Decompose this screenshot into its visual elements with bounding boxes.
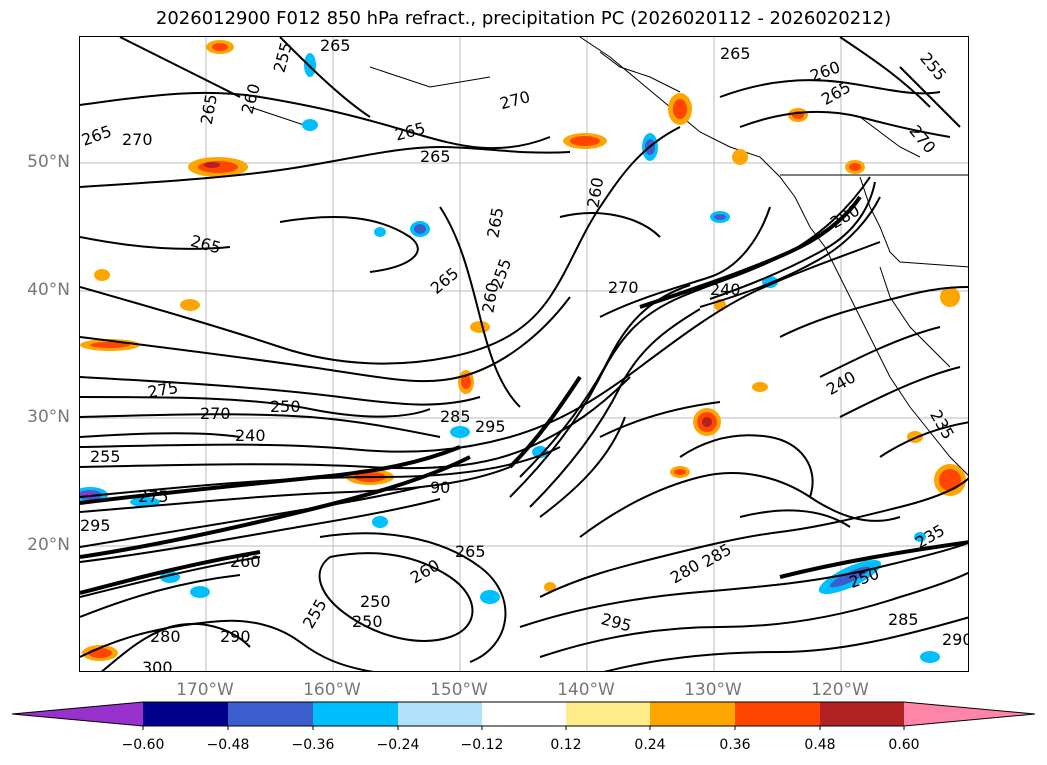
colorbar-tick-label: −0.60 [121,737,165,753]
colorbar-tick-label: −0.12 [460,737,504,753]
contour-label: 265 [320,37,351,55]
contour-label: 240 [235,426,266,445]
contour-label: 285 [440,407,471,426]
map-title: 2026012900 F012 850 hPa refract., precip… [155,8,892,29]
graticule [80,37,968,671]
colorbar-tick-label: 0.12 [550,737,582,753]
contour-label: 295 [80,516,111,535]
contour-label: 295 [599,609,633,635]
latitude-label: 50°N [27,152,70,172]
latitude-label: 40°N [27,280,70,300]
longitude-label: 130°W [684,680,742,700]
contour-label: 265 [455,542,486,561]
longitude-label: 120°W [811,680,869,700]
colorbar-segment [313,702,398,726]
refractivity-contours [80,37,968,671]
contour-label: 255 [299,596,331,632]
contour-label: 250 [352,612,383,631]
contour-label: 270 [905,121,939,157]
contour-label: 290 [942,630,969,649]
colorbar-segment [482,702,566,726]
colorbar-ticks [142,726,905,730]
contour-label: 240 [710,280,741,299]
contour-label: 270 [498,87,532,113]
contour-label: 265 [720,44,751,63]
contour-label: 280 [667,556,703,588]
colorbar-segment [650,702,735,726]
contour-label: 265 [393,118,427,144]
colorbar-segment [566,702,650,726]
contour-label: 260 [583,176,607,209]
contour-label: 255 [90,447,121,466]
colorbar-tick-label: 0.24 [634,737,666,753]
contour-label: 250 [360,592,391,611]
contour-label: 265 [80,121,114,149]
contour-label: 265 [420,147,451,166]
contour-label: 290 [220,627,251,646]
contour-label: 285 [699,540,735,572]
contour-label: 300 [142,658,173,672]
contour-label: 265 [189,231,223,257]
precip-positive [80,40,966,661]
contour-label: 265 [197,93,221,126]
contour-label: 285 [888,610,919,629]
colorbar-tick-label: 0.36 [719,737,751,753]
colorbar-extend-low [12,702,143,726]
longitude-label: 150°W [430,680,488,700]
colorbar-segment [228,702,313,726]
longitude-label: 160°W [303,680,361,700]
colorbar-segment [143,702,228,726]
coastlines [249,37,968,476]
colorbar-segment [398,702,482,726]
map-canvas: 265 255 265 260 265 270 265 265 265 260 … [80,37,969,672]
colorbar-tick-label: −0.36 [291,737,335,753]
colorbar-extend-high [904,702,1035,726]
contour-label: 255 [916,49,950,85]
contour-label: 260 [478,281,502,314]
longitude-label: 170°W [176,680,234,700]
tight-gradient-contours [80,195,968,595]
colorbar-tick-label: −0.24 [376,737,420,753]
contour-label: 295 [475,417,506,436]
colorbar-tick-label: −0.48 [206,737,250,753]
contour-label: 280 [150,627,181,646]
contour-label: 270 [200,404,231,423]
contour-label: 265 [427,264,463,298]
contour-label: 265 [483,206,507,239]
colorbar-tick-label: 0.48 [804,737,836,753]
colorbar-tick-label: 0.60 [888,737,920,753]
latitude-label: 30°N [27,407,70,427]
latitude-label: 20°N [27,535,70,555]
contour-label: 250 [270,397,301,416]
contour-label: 255 [270,40,296,74]
contour-label: 90 [430,478,450,497]
contour-label: 260 [230,552,261,571]
longitude-label: 140°W [557,680,615,700]
colorbar [11,701,1036,730]
contour-label: 270 [122,130,153,149]
contour-label: 270 [608,278,639,297]
colorbar-segment [820,702,904,726]
contour-label: 235 [926,407,958,443]
colorbar-segment [735,702,820,726]
contour-label: 275 [138,487,169,506]
map-panel: 265 255 265 260 265 270 265 265 265 260 … [79,36,969,672]
contour-label: 260 [407,556,443,588]
